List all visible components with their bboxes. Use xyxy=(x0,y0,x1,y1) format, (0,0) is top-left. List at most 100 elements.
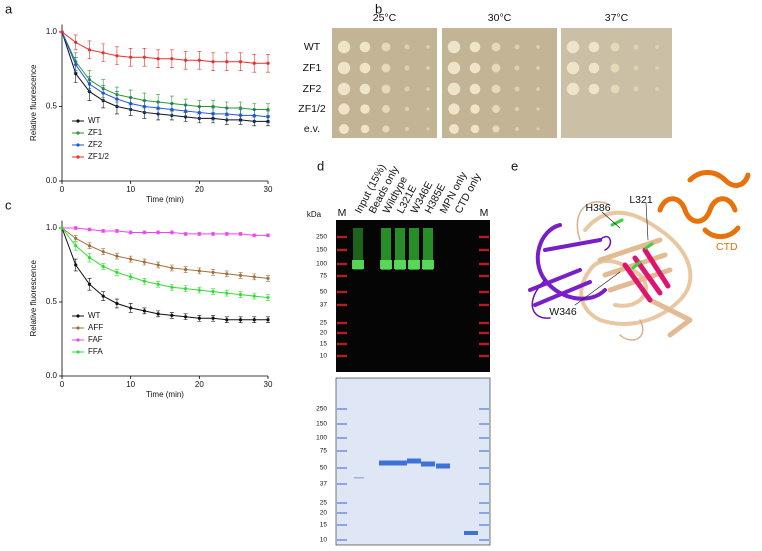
data-point xyxy=(129,257,133,261)
data-point xyxy=(115,254,119,258)
protein-band xyxy=(354,477,364,479)
marker-label: 25 xyxy=(320,500,328,507)
data-point xyxy=(266,318,270,322)
yeast-spot xyxy=(381,42,391,52)
data-point xyxy=(101,51,105,55)
legend-marker xyxy=(76,155,80,159)
data-point xyxy=(197,232,201,236)
yeast-spot xyxy=(381,84,391,94)
marker-label: 75 xyxy=(320,448,328,455)
data-point xyxy=(115,97,119,101)
ladder-band-blue xyxy=(337,423,347,425)
data-point xyxy=(211,104,215,109)
marker-label: 15 xyxy=(320,341,328,348)
y-tick-label: 0.5 xyxy=(46,297,58,306)
yeast-spot xyxy=(655,66,659,70)
yeast-spot xyxy=(382,125,390,133)
lane-label: M xyxy=(338,207,347,219)
protein-band xyxy=(407,458,421,464)
green-band xyxy=(352,260,364,269)
yeast-spot xyxy=(448,103,460,115)
legend-marker xyxy=(76,119,80,123)
data-point xyxy=(74,263,78,267)
data-point xyxy=(142,55,146,59)
data-point xyxy=(87,256,92,260)
yeast-spot xyxy=(426,107,430,111)
strain-label: ZF1/2 xyxy=(298,103,326,115)
ladder-band-blue xyxy=(479,437,489,439)
data-point xyxy=(252,233,256,237)
data-point xyxy=(170,313,174,317)
y-axis-label: Relative fluorescence xyxy=(29,64,38,141)
data-point xyxy=(238,113,243,118)
x-tick-label: 0 xyxy=(60,185,65,194)
ladder-band-red xyxy=(479,331,489,335)
ladder-band-red xyxy=(479,342,489,346)
data-point xyxy=(225,60,229,64)
legend-label: ZF1 xyxy=(88,128,103,137)
ladder-band-blue xyxy=(337,483,347,485)
ladder-band-red xyxy=(337,290,347,294)
marker-label: 10 xyxy=(320,537,328,544)
data-point xyxy=(170,107,174,112)
yeast-spot xyxy=(360,124,370,134)
yeast-spot xyxy=(470,124,480,134)
yeast-spot xyxy=(337,82,351,96)
strain-label: e.v. xyxy=(304,123,320,135)
marker-label: 50 xyxy=(320,289,328,296)
ladder-band-red xyxy=(479,274,489,278)
x-tick-label: 10 xyxy=(126,185,135,194)
ladder-band-blue xyxy=(479,539,489,541)
x-tick-label: 30 xyxy=(264,185,273,194)
data-point xyxy=(184,109,188,113)
yeast-spot xyxy=(536,45,540,49)
data-point xyxy=(211,290,215,294)
marker-label: 150 xyxy=(316,421,327,428)
yeast-spot xyxy=(381,63,391,73)
marker-label: 20 xyxy=(320,510,328,517)
yeast-spot xyxy=(339,124,349,134)
yeast-spot xyxy=(610,42,620,52)
ladder-band-red xyxy=(337,262,347,266)
yeast-spot xyxy=(469,62,481,74)
legend-label: WT xyxy=(88,116,101,125)
ladder-band-red xyxy=(337,235,347,239)
protein-band xyxy=(464,531,478,535)
yeast-spot xyxy=(360,104,370,114)
series-line xyxy=(61,31,269,118)
data-point xyxy=(184,267,188,272)
ladder-band-blue xyxy=(479,408,489,410)
data-point xyxy=(184,315,188,319)
yeast-spot xyxy=(447,82,461,96)
data-point xyxy=(87,48,92,52)
yeast-spot xyxy=(404,106,410,112)
yeast-spot xyxy=(491,63,501,73)
yeast-spot xyxy=(426,87,430,91)
data-point xyxy=(74,63,78,67)
data-point xyxy=(115,270,119,274)
yeast-spot xyxy=(588,83,600,95)
data-point xyxy=(74,40,78,44)
legend-marker xyxy=(76,131,80,135)
yeast-spot xyxy=(337,61,351,75)
yeast-spot xyxy=(447,40,461,54)
legend-marker xyxy=(76,143,80,147)
legend-label: WT xyxy=(88,311,101,320)
data-point xyxy=(266,295,270,300)
data-point xyxy=(142,230,146,235)
data-point xyxy=(211,232,215,236)
ladder-band-red xyxy=(479,303,489,307)
ladder-band-red xyxy=(337,342,347,346)
ladder-band-blue xyxy=(337,467,347,469)
data-point xyxy=(225,112,229,116)
ladder-band-blue xyxy=(479,524,489,526)
data-point xyxy=(197,269,201,273)
data-point xyxy=(156,282,160,286)
series-line xyxy=(61,227,268,321)
ladder-band-blue xyxy=(479,512,489,514)
data-point xyxy=(238,60,243,64)
yeast-spot xyxy=(536,107,540,111)
yeast-spot xyxy=(566,61,580,75)
yeast-spot xyxy=(536,87,540,91)
ladder-band-blue xyxy=(337,450,347,452)
